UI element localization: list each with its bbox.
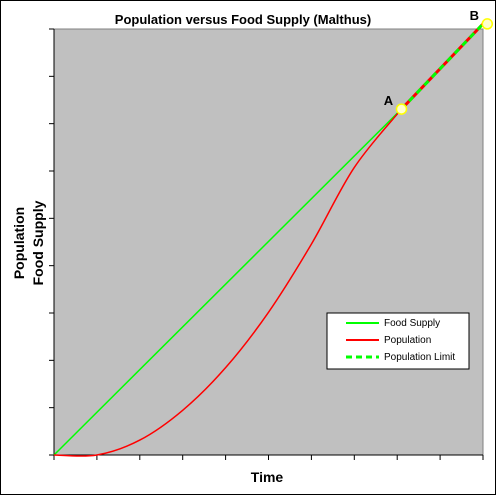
series-line-population-limit — [400, 22, 485, 111]
series-layer — [53, 22, 485, 457]
series-line-food-supply — [53, 108, 403, 456]
point-label-a: A — [384, 93, 394, 108]
chart-title: Population versus Food Supply (Malthus) — [115, 12, 371, 27]
legend: Food Supply Population Population Limit — [326, 312, 470, 370]
legend-label-population: Population — [384, 335, 431, 346]
legend-label-population-limit: Population Limit — [384, 352, 455, 363]
axes — [49, 28, 484, 460]
x-axis-label: Time — [251, 469, 284, 485]
y-axis-label-line-2: Food Supply — [30, 200, 46, 285]
y-axis-label-line-1: Population — [11, 207, 27, 279]
point-marker-b — [481, 18, 494, 30]
point-label-b: B — [470, 8, 479, 23]
points-layer: AB — [384, 8, 494, 115]
legend-label-food-supply: Food Supply — [384, 318, 440, 329]
point-marker-a — [395, 103, 408, 115]
series-line-population — [53, 108, 403, 457]
